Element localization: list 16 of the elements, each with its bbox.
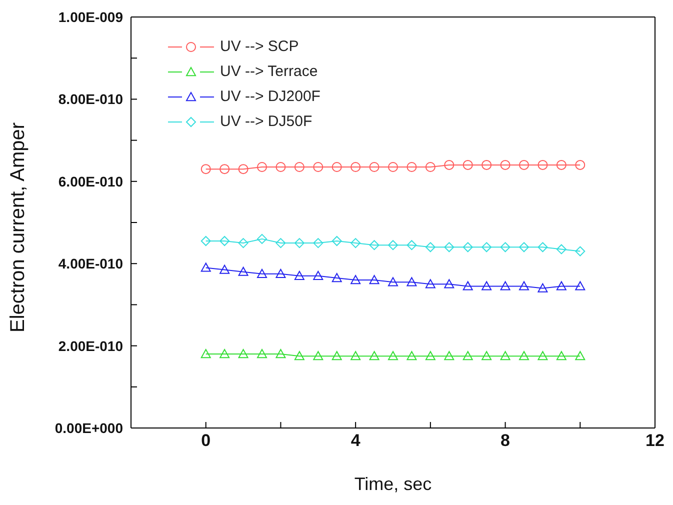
y-tick-label: 1.00E-009 xyxy=(58,8,124,25)
x-tick-label: 8 xyxy=(500,431,510,450)
legend-label: UV --> DJ200F xyxy=(220,88,320,105)
y-axis-title: Electron current, Amper xyxy=(7,122,30,332)
x-tick-label: 4 xyxy=(350,431,361,450)
legend-label: UV --> SCP xyxy=(220,38,299,55)
y-tick-label: 6.00E-010 xyxy=(58,173,124,190)
legend-label: UV --> Terrace xyxy=(220,63,318,80)
x-tick-label: 12 xyxy=(646,431,664,450)
x-axis-title: Time, sec xyxy=(354,474,432,494)
y-tick-label: 2.00E-010 xyxy=(58,338,124,354)
x-tick-label: 0 xyxy=(201,431,211,450)
legend-label: UV --> DJ50F xyxy=(220,113,312,130)
y-tick-label: 8.00E-010 xyxy=(58,91,124,108)
y-tick-label: 4.00E-010 xyxy=(58,256,124,272)
y-tick-label: 0.00E+000 xyxy=(54,420,124,436)
